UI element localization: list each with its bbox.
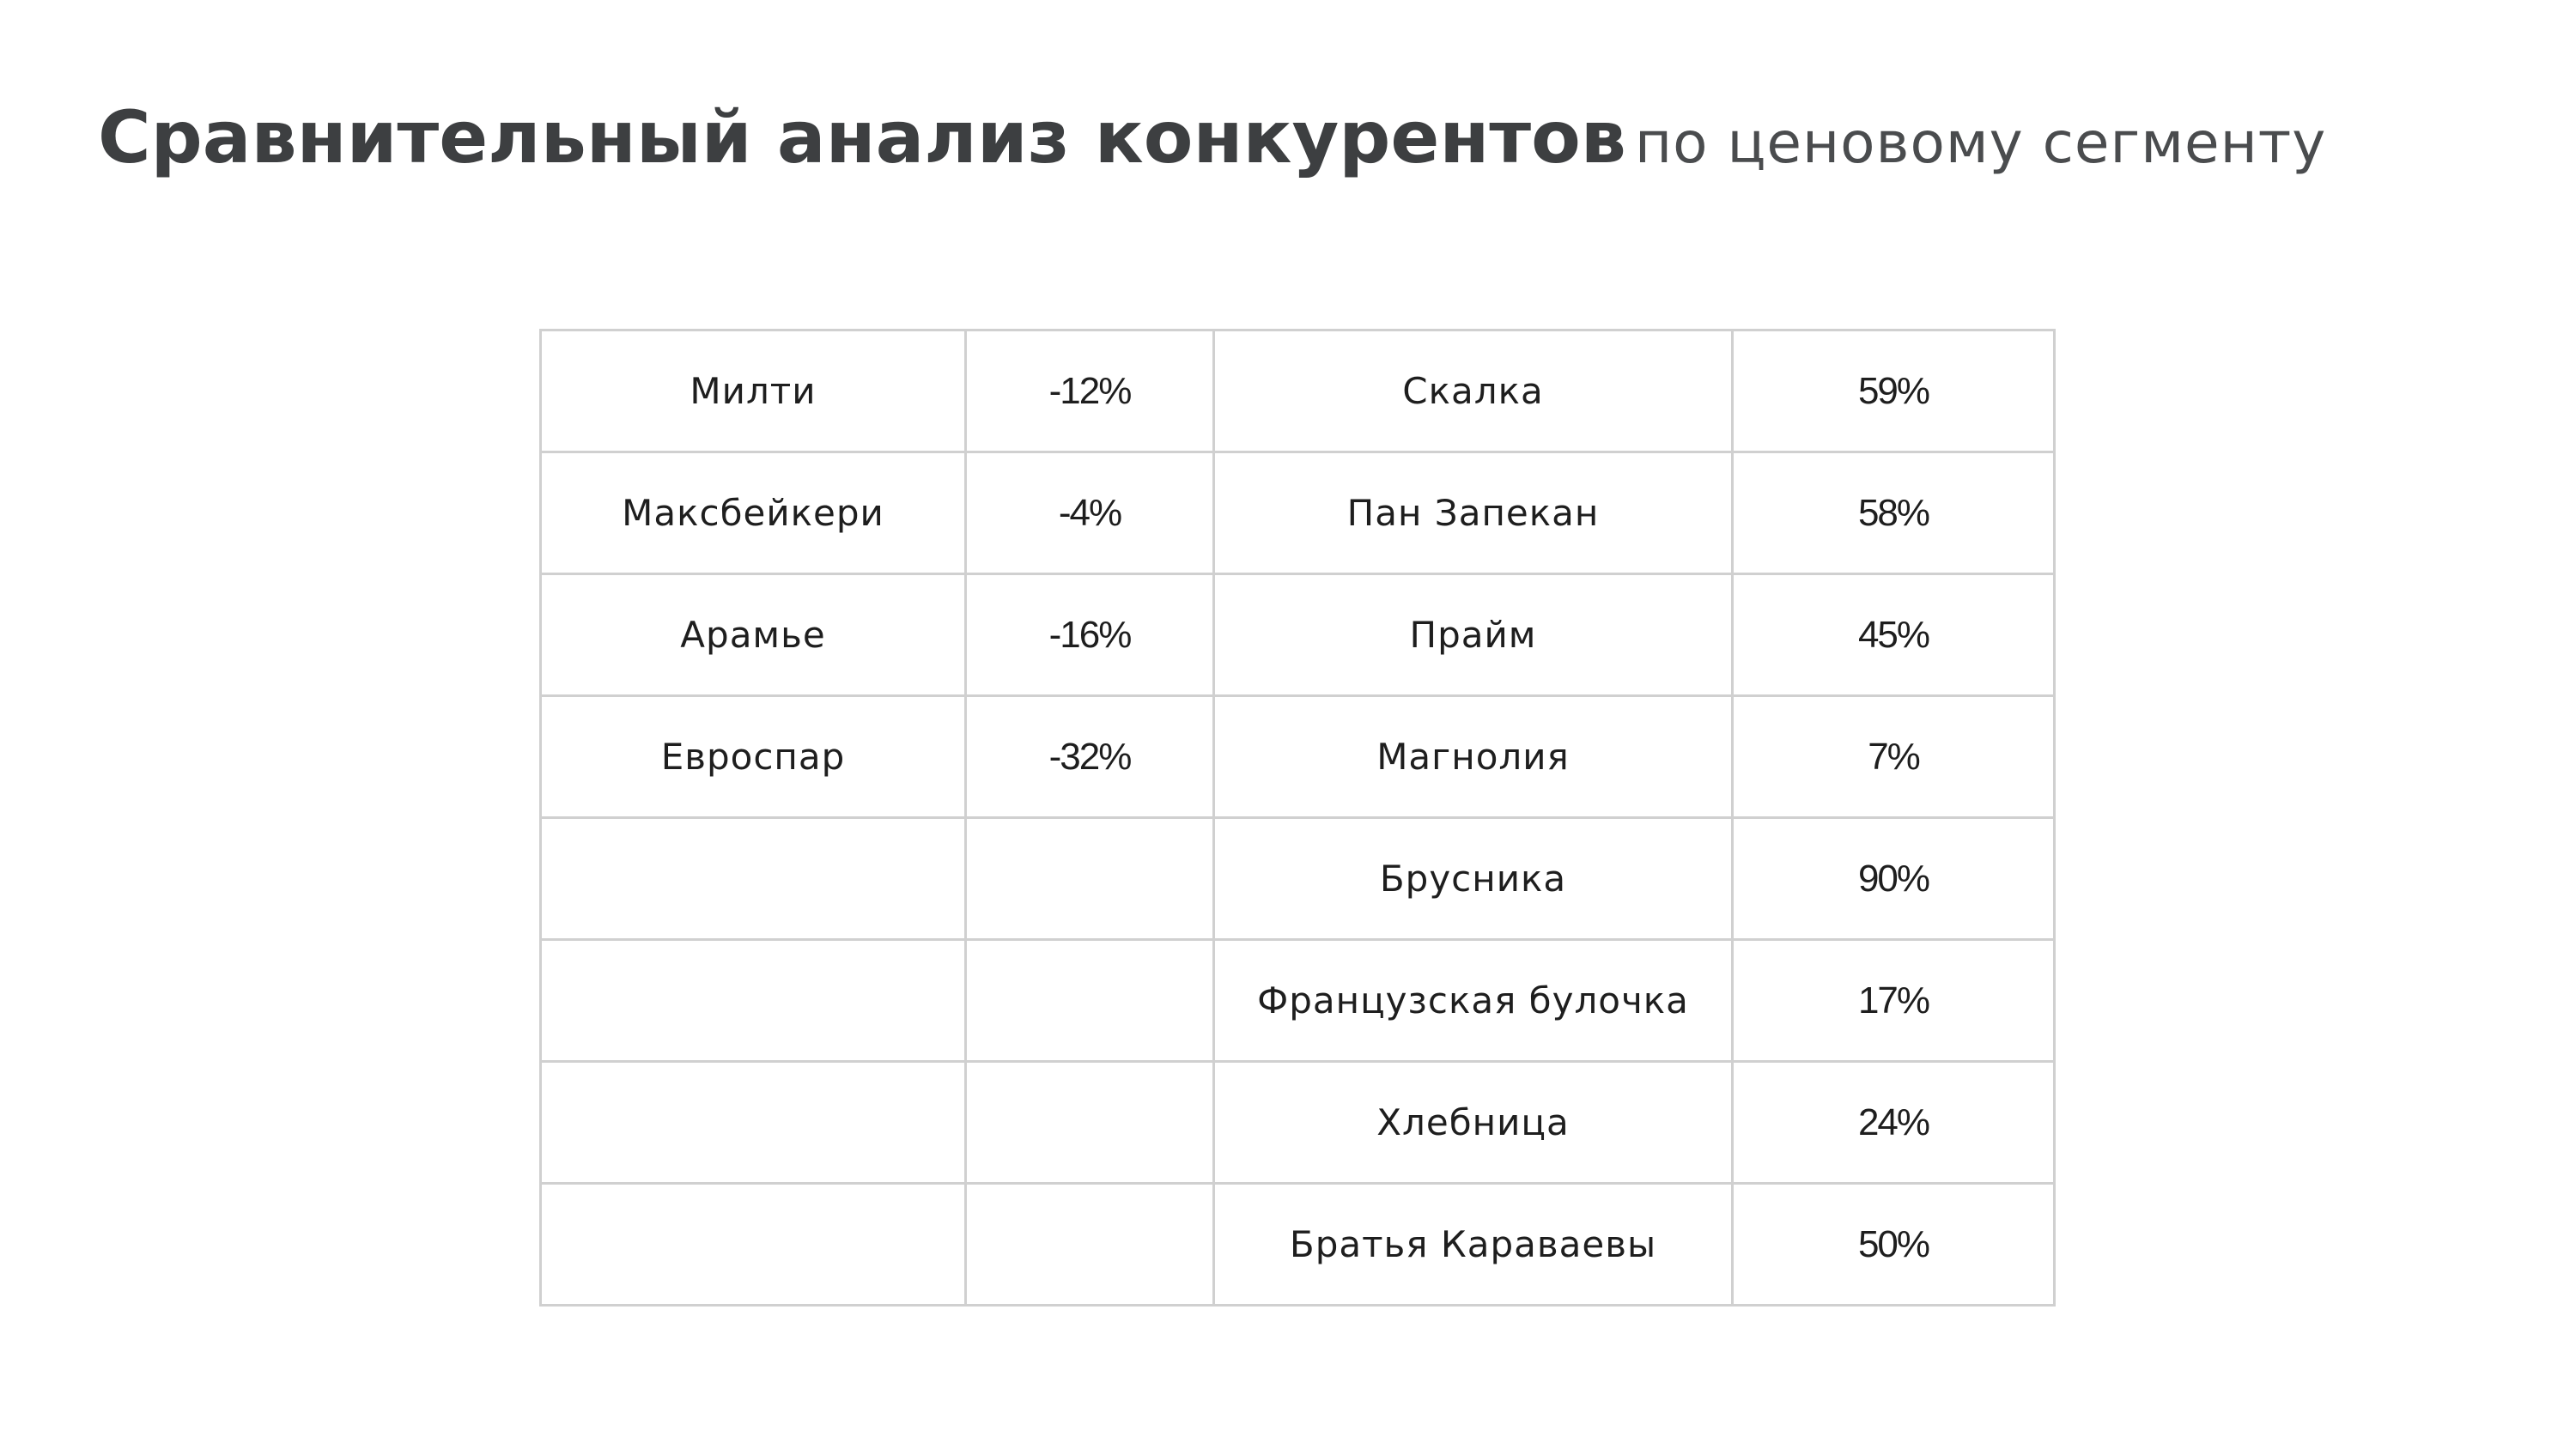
table-row: Арамье -16% Прайм 45% [539,573,2056,697]
left-competitor-value [964,1060,1215,1185]
left-competitor-name: Милти [539,329,967,453]
right-competitor-name: Братья Караваевы [1212,1182,1734,1307]
right-competitor-value: 90% [1731,816,2056,941]
left-competitor-name [539,1182,967,1307]
left-competitor-value [964,816,1215,941]
right-competitor-value: 58% [1731,451,2056,575]
table-row: Евроспар -32% Магнолия 7% [539,694,2056,819]
right-competitor-value: 59% [1731,329,2056,453]
left-competitor-name [539,816,967,941]
right-competitor-value: 24% [1731,1060,2056,1185]
left-competitor-name [539,938,967,1063]
slide-title: Сравнительный анализ конкурентов по ценов… [98,101,2326,173]
left-competitor-value [964,1182,1215,1307]
slide-title-subtitle: по ценовому сегменту [1634,110,2327,176]
right-competitor-name: Пан Запекан [1212,451,1734,575]
right-competitor-name: Французская булочка [1212,938,1734,1063]
competitor-price-table: Милти -12% Скалка 59% Максбейкери -4% Па… [539,329,2056,1307]
right-competitor-value: 7% [1731,694,2056,819]
right-competitor-name: Скалка [1212,329,1734,453]
table-row: Максбейкери -4% Пан Запекан 58% [539,451,2056,575]
table-row: Хлебница 24% [539,1060,2056,1185]
right-competitor-name: Прайм [1212,573,1734,697]
left-competitor-name: Арамье [539,573,967,697]
table-row: Брусника 90% [539,816,2056,941]
right-competitor-name: Брусника [1212,816,1734,941]
left-competitor-name [539,1060,967,1185]
left-competitor-value: -4% [964,451,1215,575]
left-competitor-value: -12% [964,329,1215,453]
left-competitor-name: Максбейкери [539,451,967,575]
competitor-table-container: Милти -12% Скалка 59% Максбейкери -4% Па… [539,329,2056,1307]
left-competitor-value: -32% [964,694,1215,819]
left-competitor-value: -16% [964,573,1215,697]
right-competitor-value: 45% [1731,573,2056,697]
slide-title-main: Сравнительный анализ конкурентов [98,95,1626,179]
table-row: Братья Караваевы 50% [539,1182,2056,1307]
table-row: Милти -12% Скалка 59% [539,329,2056,453]
right-competitor-name: Магнолия [1212,694,1734,819]
right-competitor-value: 17% [1731,938,2056,1063]
table-row: Французская булочка 17% [539,938,2056,1063]
left-competitor-name: Евроспар [539,694,967,819]
right-competitor-name: Хлебница [1212,1060,1734,1185]
right-competitor-value: 50% [1731,1182,2056,1307]
left-competitor-value [964,938,1215,1063]
